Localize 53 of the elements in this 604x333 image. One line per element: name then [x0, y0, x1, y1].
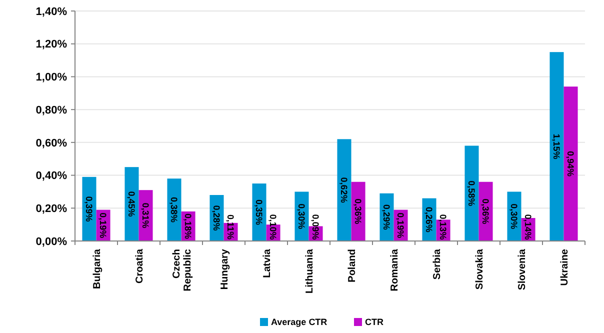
x-tick-label: Serbia: [432, 248, 443, 280]
data-label: 0,13%: [438, 214, 448, 240]
data-label: 0,39%: [84, 196, 94, 222]
x-tick-label: Czech Republic: [171, 248, 194, 292]
data-label: 0,10%: [268, 214, 278, 240]
data-label: 0,14%: [523, 214, 534, 240]
data-label: 0,30%: [509, 204, 520, 230]
y-tick-label: 0,60%: [36, 137, 68, 150]
x-tick-label: Latvia: [262, 248, 273, 278]
bar: [550, 52, 564, 241]
x-tick-label: Bulgaria: [92, 248, 103, 290]
y-tick-label: 1,00%: [36, 72, 68, 84]
x-tick-label: Poland: [346, 249, 358, 282]
data-label: 0,31%: [140, 202, 151, 228]
data-label: 1,15%: [552, 134, 562, 160]
data-label: 0,58%: [466, 180, 477, 206]
data-label: 0,36%: [353, 198, 364, 224]
data-label: 0,19%: [98, 212, 108, 238]
bar: [564, 86, 578, 241]
data-label: 0,09%: [310, 214, 321, 240]
data-label: 0,26%: [424, 206, 434, 232]
x-tick-label: Slovenia: [516, 248, 528, 290]
data-label: 0,45%: [126, 191, 137, 217]
y-tick-label: 0,00%: [36, 236, 68, 248]
data-label: 0,28%: [212, 205, 222, 231]
data-label: 0,18%: [183, 213, 194, 239]
y-tick-label: 0,80%: [36, 104, 68, 116]
legend-label: Average CTR: [271, 317, 328, 328]
data-label: 0,62%: [339, 177, 350, 203]
x-tick-label: Ukraine: [559, 248, 570, 286]
legend-label: CTR: [365, 317, 384, 328]
data-label: 0,30%: [296, 204, 307, 230]
x-tick-label: Slovakia: [474, 248, 486, 290]
bar: [167, 178, 182, 241]
bar: [82, 176, 96, 241]
data-label: 0,36%: [480, 198, 491, 224]
data-label: 0,11%: [226, 214, 236, 240]
y-tick-label: 1,40%: [36, 6, 68, 18]
data-label: 0,35%: [254, 199, 264, 226]
y-tick-label: 1,20%: [36, 38, 68, 51]
bar: [337, 139, 352, 241]
x-tick-label: Romania: [389, 248, 400, 292]
bar: [124, 167, 139, 241]
x-tick-label: Lithuania: [304, 248, 316, 294]
data-label: 0,94%: [566, 151, 576, 177]
x-tick-label: Hungary: [219, 248, 230, 290]
bar: [464, 146, 479, 241]
data-label: 0,19%: [396, 212, 406, 238]
data-label: 0,38%: [169, 197, 180, 223]
y-tick-label: 0,20%: [36, 202, 68, 215]
x-tick-label: Croatia: [134, 248, 146, 284]
y-tick-label: 0,40%: [36, 170, 68, 182]
data-label: 0,29%: [382, 204, 392, 230]
